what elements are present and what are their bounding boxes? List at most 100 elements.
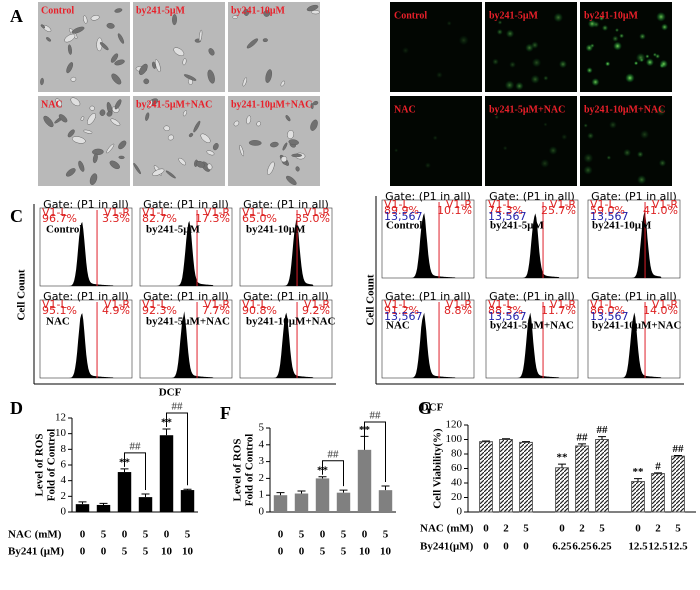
image-label: by241-5μM [489,10,539,21]
fluorescence-image [390,96,482,186]
bracket [364,421,386,482]
histogram-label: by241-5μM+NAC [490,320,574,332]
cell [195,160,205,168]
fluorescent-cell [587,19,597,28]
cell [40,24,46,29]
error-bar [78,501,87,505]
cell [111,73,122,85]
gate-name: V1-R [446,298,472,311]
cell [58,114,68,123]
y-tick-label: 20 [451,491,463,503]
fluorescent-cell [639,33,646,40]
bar [117,472,132,512]
gate-percent: 92.3% [142,304,177,317]
cell [145,112,150,121]
cell [208,48,215,56]
y-tick-label: 100 [446,433,463,445]
gate-label: Gate: (P1 in all) [143,290,229,303]
fluorescent-cell [599,15,605,21]
histogram-label: by241-10μM [246,224,306,236]
fluorescent-cell [515,81,524,91]
histogram [611,211,662,278]
x-tick-label: 5 [320,546,326,558]
cell [167,134,174,141]
row-label: By241(μM) [420,541,474,553]
gate-name: V1-R [104,298,130,311]
histogram [163,220,214,286]
gate-name: V1-L [590,198,615,211]
significance-mark: ## [597,424,609,436]
y-axis-label: Cell Viability(%) [432,428,444,509]
gate-percent: 59.0% [590,204,625,217]
y-tick-label: 0 [259,506,265,518]
cell [110,53,119,63]
cell [66,62,74,74]
cell [67,44,72,55]
bar [479,441,493,513]
gate-label: Gate: (P1 in all) [591,190,677,203]
fluorescent-cell [497,20,503,25]
image-label: Control [41,5,74,16]
y-tick-label: 2 [259,472,265,484]
x-tick-label: 10 [182,546,194,558]
fluorescent-cell [509,61,516,69]
gate-percent: 14.0% [643,304,678,317]
x-tick-label: 5 [185,529,191,541]
gate-label: Gate: (P1 in all) [489,190,575,203]
histogram-label: by241-10μM+NAC [592,320,682,332]
event-count: 13,567 [488,310,527,323]
cell [152,61,157,69]
error-bar [634,478,642,482]
y-tick-label: 60 [451,462,463,474]
x-tick-label: 0 [278,546,284,558]
bracket [322,460,344,487]
fluorescent-cell [656,11,666,22]
cell [291,153,303,158]
error-bar [360,435,369,450]
cell [92,148,104,156]
fluorescent-cell [496,28,503,36]
fluorescent-cell [659,59,668,69]
histogram-label: NAC [46,316,70,328]
event-count: 13,567 [488,210,527,223]
cell [152,168,165,176]
panel-letter: F [220,403,231,423]
fluorescent-cell [583,123,588,128]
fluorescent-cell [585,44,594,52]
cell [246,115,252,125]
gate-name: V1-R [304,206,330,219]
y-tick-label: 4 [61,474,67,486]
x-tick-label: 12.5 [648,541,668,553]
x-tick-label: 5 [101,529,107,541]
y-tick-label: 1 [259,489,265,501]
error-bar [558,463,566,468]
fluorescent-cell [613,41,622,51]
histogram-label: NAC [386,320,410,332]
gate-label: Gate: (P1 in all) [243,290,329,303]
event-count: 13,567 [384,210,423,223]
cell [270,141,279,148]
cell [183,74,197,81]
cell [118,155,125,160]
cell [89,173,98,185]
cell [165,170,176,179]
x-tick-label: 6.25 [572,541,592,553]
bar [180,490,195,512]
cell [265,69,273,83]
cell [280,80,286,87]
gate-percent: 35.0% [295,212,330,225]
fluorescent-cell [619,33,625,39]
x-tick-label: 12.5 [668,541,688,553]
image-label: by241-10μM+NAC [584,104,665,115]
y-tick-label: 6 [61,459,67,471]
cell [117,33,125,44]
panel-letter: A [10,6,23,26]
cell [147,100,153,109]
fluorescent-cell [525,43,534,53]
gate-percent: 3.3% [102,212,130,225]
cell [90,15,100,21]
x-tick-label: 2 [503,523,509,535]
bar [499,439,513,513]
cell [163,125,170,131]
cell [200,133,211,144]
